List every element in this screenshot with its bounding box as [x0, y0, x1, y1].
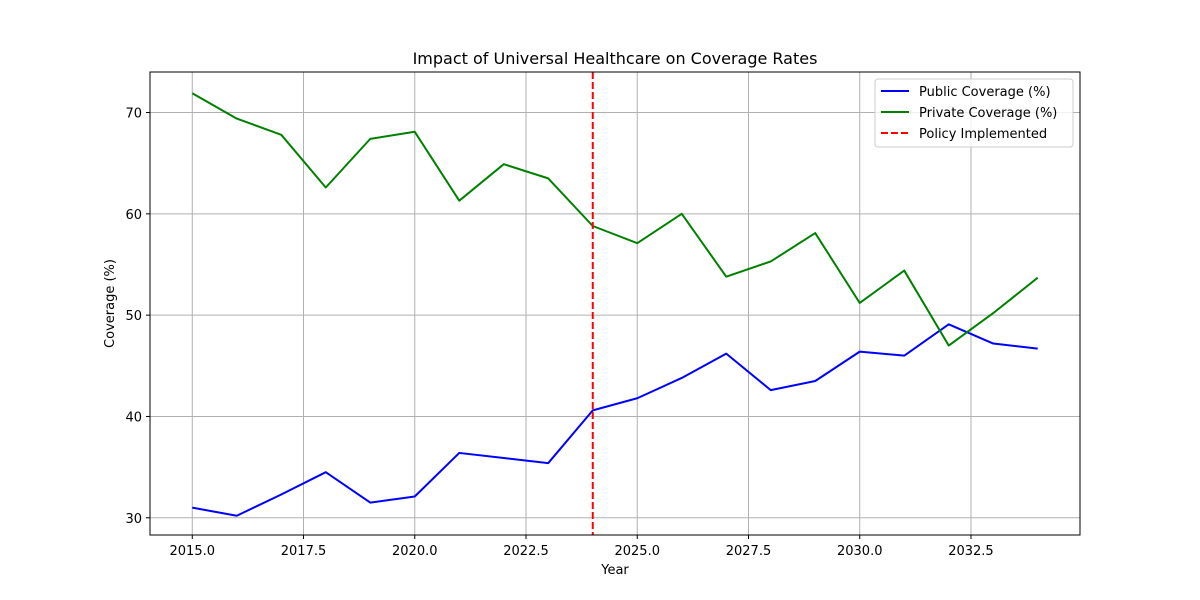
x-tick-label: 2025.0 [614, 544, 660, 559]
x-axis-ticks: 2015.0 2017.5 2020.0 2022.5 2025.0 2027.5 2030… [170, 535, 994, 559]
grid-lines [150, 72, 1080, 535]
series-line-public [192, 323, 1038, 517]
y-tick-label: 70 [125, 107, 142, 122]
series-line-private [191, 92, 1039, 347]
legend-box [874, 78, 1074, 148]
x-tick-label: 2030.0 [837, 544, 883, 559]
x-tick-label: 2027.5 [726, 544, 772, 559]
x-tick-label: 2017.5 [281, 544, 327, 559]
y-tick-label: 50 [125, 309, 142, 324]
x-tick-label: 2020.0 [392, 544, 438, 559]
y-tick-label: 40 [125, 410, 142, 425]
chart-title: Impact of Universal Healthcare on Covera… [413, 49, 818, 68]
x-axis-label: Year [600, 563, 629, 578]
y-tick-label: 60 [125, 208, 142, 223]
y-axis-ticks: 30 40 50 60 70 [125, 107, 150, 527]
plot-frame [149, 71, 1081, 536]
legend: Public Coverage (%) Private Coverage (%) P… [874, 78, 1074, 148]
legend-label: Public Coverage (%) [919, 85, 1051, 100]
series-lines [191, 92, 1039, 517]
legend-label: Policy Implemented [919, 127, 1047, 142]
x-tick-label: 2032.5 [948, 544, 994, 559]
legend-label: Private Coverage (%) [919, 106, 1057, 121]
y-axis-label: Coverage (%) [103, 259, 118, 348]
x-tick-label: 2015.0 [170, 544, 216, 559]
x-tick-label: 2022.5 [503, 544, 549, 559]
y-tick-label: 30 [125, 512, 142, 527]
